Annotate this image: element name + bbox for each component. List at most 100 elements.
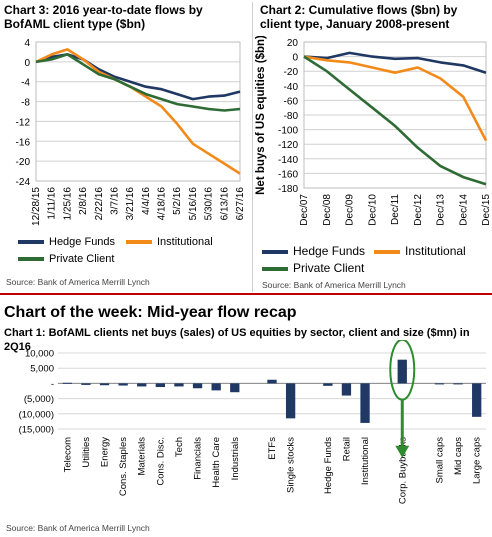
- legend-hedge-funds-right: Hedge Funds: [262, 244, 365, 258]
- bar: [99, 383, 110, 386]
- bottom-bar-chart: 10,000 5,000 - (5,000) (10,000) (15,000) Telec…: [19, 340, 486, 504]
- x-tick-label: Cons. Disc.: [155, 437, 166, 486]
- x-tick-label: 1/25/16: [62, 187, 73, 221]
- y-tick-label: (10,000): [19, 409, 54, 420]
- y-tick-label: -160: [278, 169, 298, 180]
- series-private-client: [35, 53, 241, 112]
- right-legend: Hedge Funds Institutional Private Client: [262, 244, 492, 280]
- legend-private-client: Private Client: [18, 253, 114, 265]
- x-tick-label: Materials: [137, 437, 148, 476]
- y-tick-label: -12: [16, 117, 31, 128]
- bar: [323, 383, 333, 386]
- x-tick-label: Dec/13: [436, 194, 447, 226]
- y-tick-label: -40: [284, 82, 299, 93]
- bar: [285, 383, 296, 419]
- bar: [118, 383, 128, 386]
- y-tick-label: 4: [24, 38, 30, 49]
- legend-private-client-right: Private Client: [262, 261, 364, 275]
- y-tick-label: -180: [278, 184, 298, 195]
- bar: [267, 379, 277, 384]
- x-tick-label: Single stocks: [286, 437, 297, 493]
- plot-frame: [303, 41, 487, 189]
- x-tick-label: Dec/15: [481, 194, 492, 226]
- series-hedge-funds: [303, 51, 487, 74]
- y-tick-label: -80: [284, 111, 299, 122]
- series-institutional: [303, 55, 488, 142]
- y-tick-label: -120: [278, 140, 298, 151]
- y-tick-label: 5,000: [30, 364, 54, 375]
- x-tick-label: 3/7/16: [109, 187, 120, 215]
- x-tick-label: 12/28/15: [31, 187, 42, 226]
- bar: [62, 382, 72, 384]
- bar: [174, 383, 184, 387]
- x-tick-label: Retail: [341, 437, 352, 461]
- series-private-client: [303, 55, 487, 186]
- left-chart-title: Chart 3: 2016 year-to-date flows by BofA…: [4, 3, 203, 31]
- page-header: Chart of the week: Mid-year flow recap: [4, 304, 297, 321]
- bottom-source: Source: Bank of America Merrill Lynch: [6, 523, 150, 533]
- x-tick-label: Cons. Staples: [118, 437, 129, 496]
- legend-institutional-right: Institutional: [374, 244, 466, 258]
- x-tick-label: Utilities: [81, 437, 92, 468]
- x-tick-label: 1/11/16: [47, 187, 58, 220]
- highlight-arrow-head: [395, 445, 410, 458]
- x-tick-label: Small caps: [434, 437, 445, 484]
- bar: [453, 383, 463, 385]
- y-tick-label: -4: [21, 78, 30, 89]
- x-tick-label: Dec/10: [367, 194, 378, 226]
- bar: [397, 359, 407, 384]
- bar: [230, 383, 240, 393]
- legend-hedge-funds: Hedge Funds: [18, 236, 115, 248]
- x-tick-label: Institutional: [360, 437, 371, 485]
- bottom-chart-title: Chart 1: BofAML clients net buys (sales)…: [4, 327, 470, 353]
- red-divider: [0, 293, 492, 295]
- y-tick-label: -100: [278, 126, 298, 137]
- x-tick-label: Hedge Funds: [323, 437, 334, 494]
- x-tick-label: 6/13/16: [219, 187, 230, 221]
- y-tick-label: -20: [16, 157, 31, 168]
- y-tick-label: -8: [21, 98, 30, 109]
- y-axis-label: Net buys of US equities ($bn): [255, 36, 267, 195]
- x-tick-label: 4/18/16: [157, 187, 168, 221]
- bar: [341, 383, 352, 396]
- x-tick-label: Dec/08: [322, 194, 333, 226]
- right-line-chart: 200-20-40-60-80-100-120-140-160-180Dec/0…: [255, 36, 492, 226]
- x-tick-label: 2/8/16: [78, 187, 89, 215]
- bar: [472, 383, 482, 417]
- x-tick-label: Financials: [193, 437, 204, 480]
- x-tick-label: Dec/12: [413, 194, 424, 226]
- x-tick-label: 6/27/16: [235, 187, 246, 221]
- y-tick-label: (5,000): [24, 394, 54, 405]
- panel-separator: [252, 2, 253, 292]
- y-tick-label: -24: [16, 177, 31, 188]
- y-tick-label: -: [51, 379, 54, 390]
- x-tick-label: 2/22/16: [94, 187, 105, 221]
- x-tick-label: 4/4/16: [141, 187, 152, 215]
- x-tick-label: Dec/07: [299, 194, 310, 226]
- bar: [81, 383, 91, 385]
- x-tick-label: Mid caps: [453, 437, 464, 475]
- right-source: Source: Bank of America Merrill Lynch: [262, 280, 406, 290]
- y-tick-label: 20: [287, 38, 299, 49]
- x-tick-label: Large caps: [472, 437, 483, 484]
- x-tick-label: Dec/14: [458, 194, 469, 226]
- x-tick-label: 5/30/16: [204, 187, 215, 221]
- series-institutional: [35, 48, 241, 175]
- plot-frame: [35, 41, 241, 182]
- highlight-ellipse: [389, 340, 416, 401]
- x-tick-label: Industrials: [230, 437, 241, 481]
- x-tick-label: Dec/11: [390, 194, 401, 225]
- y-tick-label: -140: [278, 155, 298, 166]
- y-tick-label: -16: [16, 137, 31, 148]
- x-tick-label: Dec/09: [345, 194, 356, 226]
- left-source: Source: Bank of America Merrill Lynch: [6, 277, 150, 287]
- bar: [434, 383, 445, 385]
- y-tick-label: 0: [292, 53, 298, 64]
- legend-institutional: Institutional: [126, 236, 213, 248]
- bar: [137, 383, 147, 387]
- bar: [211, 383, 221, 391]
- x-tick-label: 3/21/16: [125, 187, 136, 221]
- bar: [155, 383, 165, 388]
- x-tick-label: 5/2/16: [172, 187, 183, 215]
